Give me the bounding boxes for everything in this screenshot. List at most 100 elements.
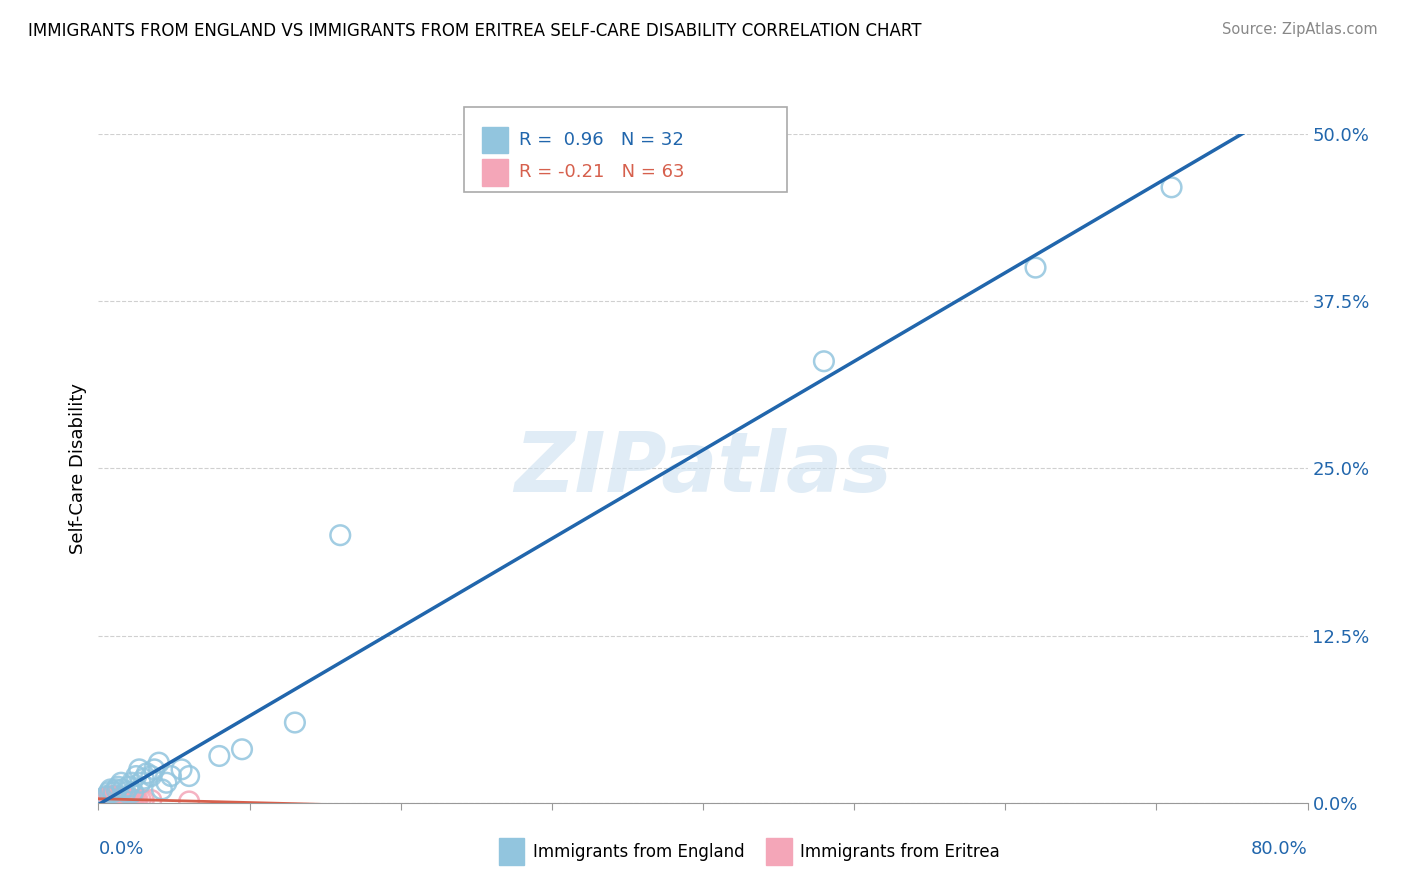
Point	[94, 790, 117, 805]
Point	[1024, 260, 1046, 275]
Point	[122, 793, 145, 807]
Point	[94, 793, 117, 807]
Text: Source: ZipAtlas.com: Source: ZipAtlas.com	[1222, 22, 1378, 37]
Point	[103, 792, 125, 806]
Text: 0.0%: 0.0%	[98, 839, 143, 857]
Point	[98, 792, 121, 806]
Point	[121, 793, 143, 807]
Point	[813, 354, 835, 368]
Point	[91, 793, 114, 807]
Point	[160, 769, 183, 783]
Point	[112, 793, 135, 807]
Point	[98, 790, 121, 805]
Point	[132, 772, 155, 786]
Point	[94, 795, 117, 808]
Point	[107, 780, 129, 794]
Point	[329, 528, 352, 542]
Point	[125, 769, 148, 783]
Point	[103, 793, 125, 807]
Point	[118, 792, 141, 806]
Point	[91, 792, 114, 806]
Text: Immigrants from England: Immigrants from England	[533, 843, 745, 861]
Point	[96, 790, 118, 805]
Point	[105, 792, 128, 806]
Point	[105, 793, 128, 807]
Text: R = -0.21   N = 63: R = -0.21 N = 63	[519, 163, 685, 181]
Point	[94, 792, 117, 806]
Point	[104, 790, 127, 805]
Point	[96, 793, 118, 807]
Point	[284, 715, 307, 730]
Point	[100, 793, 122, 807]
Point	[110, 792, 132, 806]
Point	[120, 793, 142, 807]
Y-axis label: Self-Care Disability: Self-Care Disability	[69, 383, 87, 554]
Point	[118, 793, 141, 807]
Point	[121, 775, 143, 790]
Point	[101, 793, 124, 807]
Point	[101, 790, 124, 805]
Point	[124, 793, 146, 807]
Point	[115, 793, 138, 807]
Point	[128, 762, 150, 776]
Text: R =  0.96   N = 32: R = 0.96 N = 32	[519, 131, 683, 149]
Point	[132, 793, 155, 807]
Point	[110, 793, 132, 807]
Point	[93, 793, 115, 807]
Point	[104, 793, 127, 807]
Point	[90, 793, 112, 807]
Point	[114, 793, 136, 807]
Text: IMMIGRANTS FROM ENGLAND VS IMMIGRANTS FROM ERITREA SELF-CARE DISABILITY CORRELAT: IMMIGRANTS FROM ENGLAND VS IMMIGRANTS FR…	[28, 22, 921, 40]
Point	[111, 792, 134, 806]
Point	[118, 780, 141, 794]
Point	[208, 749, 231, 764]
Text: ZIPatlas: ZIPatlas	[515, 428, 891, 508]
Point	[150, 782, 173, 797]
Point	[100, 782, 122, 797]
Point	[93, 795, 115, 808]
Point	[94, 789, 117, 803]
Point	[104, 792, 127, 806]
Point	[112, 792, 135, 806]
Point	[122, 785, 145, 799]
Point	[110, 775, 132, 790]
Point	[107, 793, 129, 807]
Point	[177, 769, 201, 783]
Point	[127, 793, 149, 807]
Point	[110, 790, 132, 805]
Point	[143, 762, 166, 776]
Point	[101, 792, 124, 806]
Point	[129, 793, 152, 807]
Point	[103, 789, 125, 803]
Point	[103, 790, 125, 805]
Point	[111, 793, 134, 807]
Point	[96, 795, 118, 808]
Point	[101, 789, 124, 803]
Point	[125, 793, 148, 807]
Point	[1160, 180, 1182, 194]
Point	[98, 793, 121, 807]
Point	[105, 782, 128, 797]
Point	[115, 792, 138, 806]
Point	[105, 790, 128, 805]
Point	[100, 792, 122, 806]
Point	[111, 782, 134, 797]
Point	[114, 785, 136, 799]
Point	[98, 785, 121, 799]
Point	[170, 762, 193, 776]
Point	[141, 769, 163, 783]
Point	[155, 775, 177, 790]
Point	[148, 756, 170, 770]
Point	[129, 775, 152, 790]
Point	[107, 792, 129, 806]
Point	[96, 792, 118, 806]
Point	[108, 793, 131, 807]
Point	[121, 792, 143, 806]
Point	[93, 792, 115, 806]
Point	[107, 790, 129, 805]
Text: 80.0%: 80.0%	[1251, 839, 1308, 857]
Point	[141, 793, 163, 807]
Point	[100, 790, 122, 805]
Point	[231, 742, 253, 756]
Point	[108, 792, 131, 806]
